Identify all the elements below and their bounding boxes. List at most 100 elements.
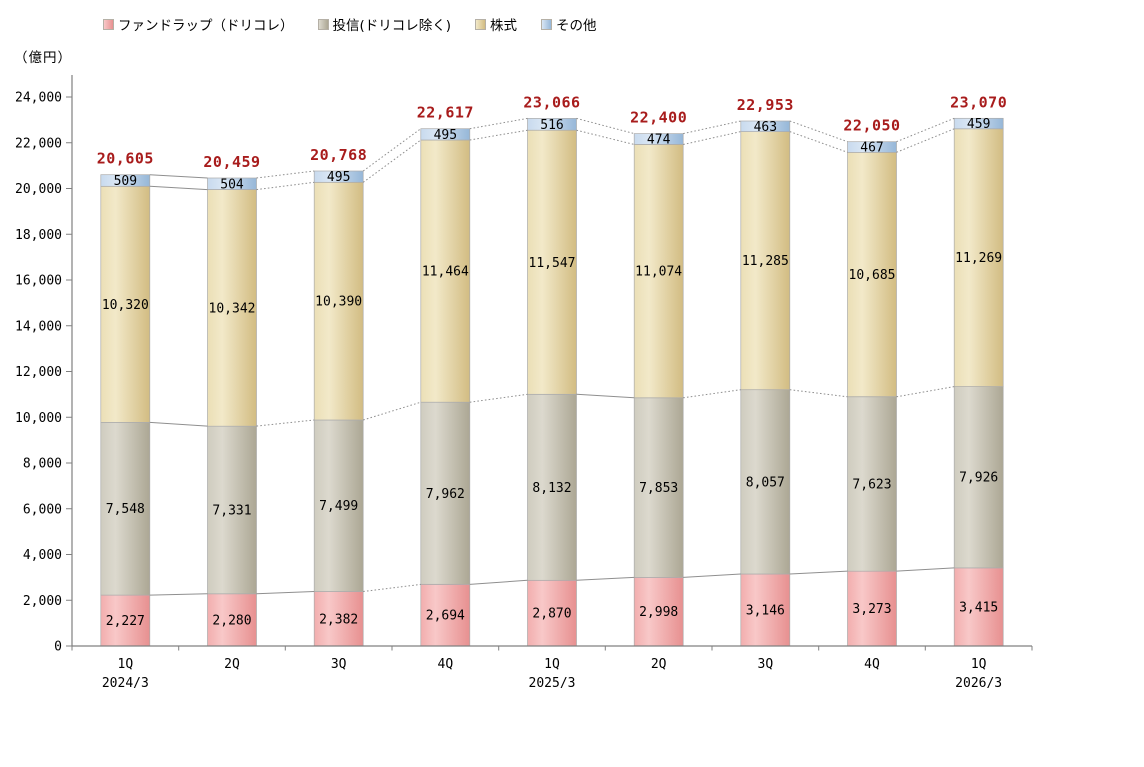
series-connector-line [896,386,955,398]
series-connector-line [363,401,421,421]
y-axis-title: （億円） [14,50,72,66]
segment-value-label: 516 [540,118,563,133]
series-connector-line [576,393,635,399]
bar-segment-1-cat2 [313,419,364,592]
segment-value-label: 10,342 [209,301,256,316]
segment-value-label: 7,499 [319,499,358,514]
legend-label: その他 [556,18,597,34]
total-label: 22,050 [843,117,900,135]
segment-value-label: 509 [114,174,137,189]
segment-value-label: 7,926 [959,471,998,486]
total-label: 20,605 [97,150,154,168]
y-tick-label: 20,000 [15,182,62,197]
series-connector-line [683,131,741,145]
total-label: 23,070 [950,93,1007,111]
series-connector-line [149,185,208,191]
y-tick-label: 24,000 [15,91,62,106]
bar-segment-2-cat7 [847,151,897,398]
segment-value-label: 11,269 [955,251,1002,266]
series-connector-line [469,129,528,141]
total-label: 22,400 [630,109,687,127]
total-label: 20,459 [203,153,260,171]
x-category-label: 2Q [224,657,240,672]
legend-swatch-icon [541,18,553,30]
series-connector-line [469,393,528,403]
bar-segment-3-cat6 [740,120,791,132]
legend-item-0: ファンドラップ（ドリコレ） [103,14,294,34]
series-connector-line [256,170,315,179]
legend-swatch-icon [103,18,114,30]
segment-value-label: 11,285 [742,254,789,269]
series-connector-line [149,174,208,179]
segment-value-label: 2,227 [106,614,145,629]
bar-segment-2-cat1 [207,189,257,427]
segment-value-label: 495 [327,170,350,185]
legend-label: 投信(ドリコレ除く) [332,18,452,34]
series-connector-line [789,389,848,398]
segment-value-label: 467 [860,141,883,156]
segment-value-label: 7,962 [426,487,465,502]
series-connector-line [789,120,848,143]
series-connector-line [256,419,315,427]
segment-value-label: 11,547 [529,256,576,271]
series-connector-line [149,593,208,596]
segment-value-label: 10,320 [102,298,149,313]
segment-value-label: 2,382 [319,612,358,627]
segment-value-label: 504 [220,177,244,192]
segment-value-label: 11,074 [635,265,682,280]
bar-segment-0-cat8 [953,567,1004,647]
bar-segment-2-cat5 [633,144,684,399]
y-tick-label: 16,000 [15,274,62,289]
bar-segment-1-cat4 [527,393,577,581]
bar-segment-1-cat3 [420,401,471,585]
series-connector-line [789,570,848,575]
segment-value-label: 2,280 [212,613,251,628]
legend-item-2: 株式 [475,14,517,34]
bar-segment-0-cat3 [420,584,471,647]
series-connector-line [362,139,422,183]
y-tick-label: 4,000 [23,548,62,563]
bar-segment-1-cat0 [100,422,151,596]
series-connector-line [896,128,955,153]
bar-segment-2-cat6 [740,131,791,391]
x-category-label: 4Q [864,657,880,672]
legend-swatch-icon [317,18,329,30]
bar-segment-2-cat8 [953,128,1004,387]
x-category-label: 1Q [544,657,560,672]
series-connector-line [683,573,741,578]
bar-segment-3-cat4 [527,118,577,131]
x-year-label: 2024/3 [102,676,149,691]
y-tick-label: 2,000 [23,594,62,609]
bar-segment-3-cat7 [847,141,897,153]
series-connector-line [256,591,315,595]
series-connector-line [576,129,635,145]
total-label: 23,066 [523,93,580,111]
y-tick-label: 12,000 [15,365,62,380]
bar-segment-3-cat2 [313,170,364,183]
segment-value-label: 3,146 [746,604,785,619]
legend-label: ファンドラップ（ドリコレ） [118,18,294,34]
segment-value-label: 7,548 [106,502,145,517]
series-connector-line [789,131,848,153]
segment-value-label: 7,331 [212,504,251,519]
bar-segment-2-cat4 [527,129,577,395]
y-tick-label: 0 [54,640,62,655]
x-category-label: 3Q [331,657,347,672]
series-connector-line [576,117,635,135]
y-tick-label: 6,000 [23,502,62,517]
total-label: 22,617 [417,104,474,122]
bar-segment-0-cat6 [740,573,791,647]
bar-segment-3-cat5 [633,133,684,145]
segment-value-label: 3,273 [852,602,891,617]
series-connector-line [469,117,528,130]
x-category-label: 3Q [758,657,774,672]
segment-value-label: 8,132 [532,481,571,496]
bar-segment-0-cat0 [100,594,151,647]
legend-item-1: 投信(ドリコレ除く) [317,14,452,34]
x-category-label: 1Q [971,657,987,672]
series-connector-line [469,579,528,585]
bar-segment-2-cat0 [100,185,151,423]
segment-value-label: 10,685 [849,268,896,283]
